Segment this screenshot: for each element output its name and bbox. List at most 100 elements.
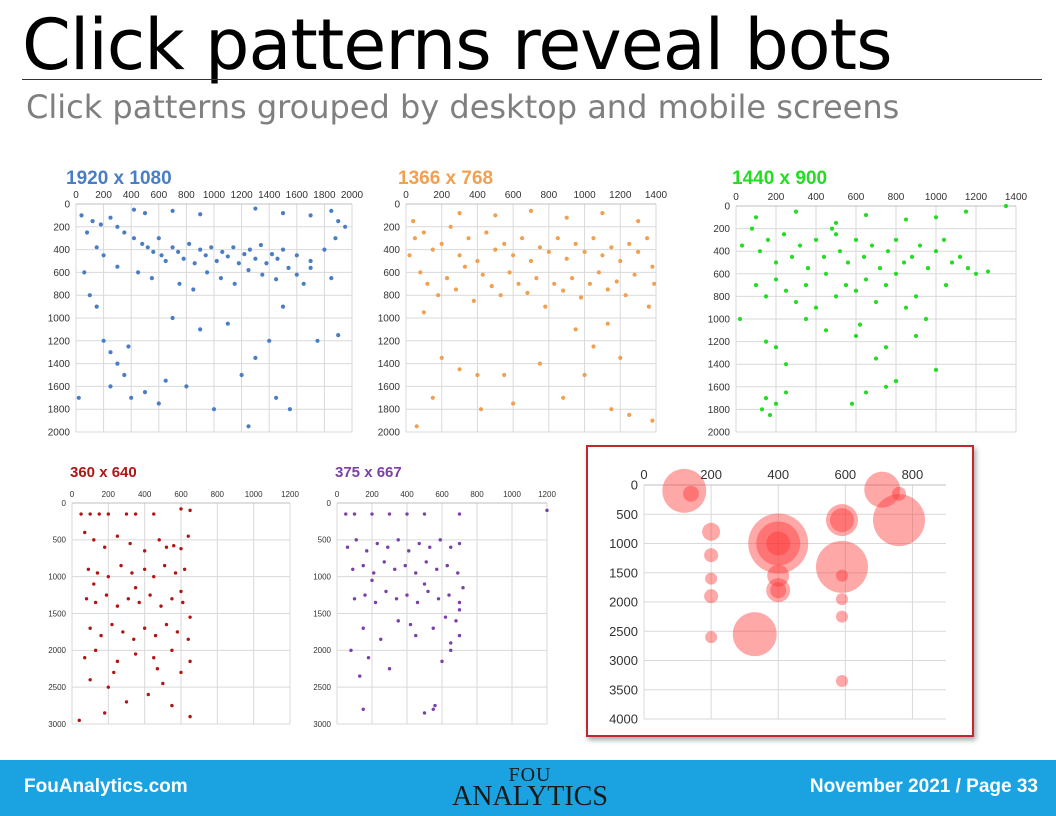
data-point — [108, 215, 113, 220]
data-point — [923, 316, 929, 322]
data-point — [103, 545, 107, 549]
bubble — [825, 504, 858, 537]
data-point — [609, 245, 614, 250]
x-tick-label: 1200 — [230, 190, 253, 201]
data-point — [214, 258, 219, 264]
x-tick-label: 1600 — [286, 190, 309, 201]
data-point — [129, 395, 134, 400]
y-tick-label: 500 — [53, 536, 67, 545]
x-tick-label: 1200 — [281, 490, 299, 499]
data-point — [431, 707, 435, 711]
data-point — [156, 236, 161, 241]
data-point — [232, 281, 237, 286]
x-tick-label: 0 — [733, 192, 739, 203]
y-tick-label: 2000 — [48, 646, 66, 655]
bubble — [662, 468, 707, 513]
data-point — [308, 265, 313, 270]
data-point — [793, 209, 799, 214]
data-point — [93, 600, 98, 605]
data-point — [386, 545, 390, 549]
chart-title: 375 x 667 — [335, 464, 402, 481]
data-point — [853, 288, 859, 293]
bubble — [766, 531, 791, 556]
data-point — [88, 626, 92, 630]
data-point — [86, 567, 91, 571]
data-point — [184, 384, 189, 389]
data-point — [358, 674, 362, 678]
data-point — [749, 226, 755, 231]
data-point — [132, 637, 136, 641]
data-point — [753, 283, 759, 288]
x-tick-label: 1200 — [965, 192, 988, 203]
chart-title: 1920 x 1080 — [66, 168, 172, 189]
data-point — [797, 243, 803, 248]
data-point — [573, 241, 578, 246]
x-tick-label: 0 — [403, 190, 409, 201]
bubble — [835, 569, 848, 582]
data-point — [76, 395, 81, 400]
data-point — [394, 597, 399, 601]
y-tick-label: 4000 — [609, 712, 638, 727]
data-point — [422, 711, 427, 715]
y-tick-label: 0 — [64, 200, 70, 211]
bubble — [770, 582, 787, 599]
data-point — [435, 567, 439, 571]
data-point — [773, 401, 779, 406]
x-tick-label: 400 — [400, 490, 414, 499]
data-point — [162, 563, 167, 568]
data-point — [396, 619, 400, 623]
data-point — [471, 298, 476, 303]
data-point — [507, 270, 512, 275]
data-point — [84, 597, 89, 601]
data-point — [428, 545, 432, 549]
y-tick-label: 0 — [62, 499, 67, 508]
data-point — [205, 270, 210, 275]
data-point — [873, 299, 879, 305]
data-point — [528, 258, 534, 264]
data-point — [170, 703, 174, 708]
data-point — [145, 245, 150, 250]
y-tick-label: 2000 — [313, 646, 331, 655]
y-tick-label: 200 — [713, 224, 730, 235]
data-point — [159, 604, 163, 608]
data-point — [370, 578, 374, 583]
data-point — [280, 247, 286, 252]
data-point — [301, 281, 306, 286]
data-point — [803, 316, 809, 322]
data-point — [525, 290, 530, 296]
data-point — [253, 355, 258, 360]
data-point — [152, 574, 156, 579]
y-tick-label: 400 — [383, 245, 400, 256]
data-point — [449, 641, 453, 645]
data-point — [534, 276, 539, 281]
data-point — [863, 212, 869, 218]
data-point — [83, 530, 87, 535]
data-point — [493, 213, 498, 218]
data-point — [623, 293, 628, 298]
data-point — [363, 593, 367, 597]
data-point — [142, 390, 148, 395]
y-tick-label: 2000 — [48, 428, 71, 439]
data-point — [857, 322, 863, 327]
data-point — [384, 589, 388, 594]
data-point — [605, 287, 610, 292]
data-point — [186, 637, 190, 641]
data-point — [137, 600, 141, 605]
data-point — [408, 622, 413, 627]
data-point — [773, 260, 779, 265]
data-point — [203, 253, 208, 258]
x-tick-label: 0 — [73, 190, 79, 201]
data-point — [231, 245, 236, 250]
data-point — [781, 232, 787, 237]
fou-analytics-logo: FOU ANALYTICS — [450, 764, 610, 814]
y-tick-label: 3500 — [609, 682, 638, 697]
data-point — [106, 512, 111, 516]
data-point — [805, 266, 811, 271]
data-point — [475, 258, 480, 264]
y-tick-label: 1800 — [378, 405, 401, 416]
x-tick-label: 1200 — [609, 190, 632, 201]
y-tick-label: 1000 — [378, 314, 401, 325]
data-point — [88, 678, 92, 682]
y-tick-label: 1600 — [48, 382, 71, 393]
data-point — [148, 593, 152, 597]
